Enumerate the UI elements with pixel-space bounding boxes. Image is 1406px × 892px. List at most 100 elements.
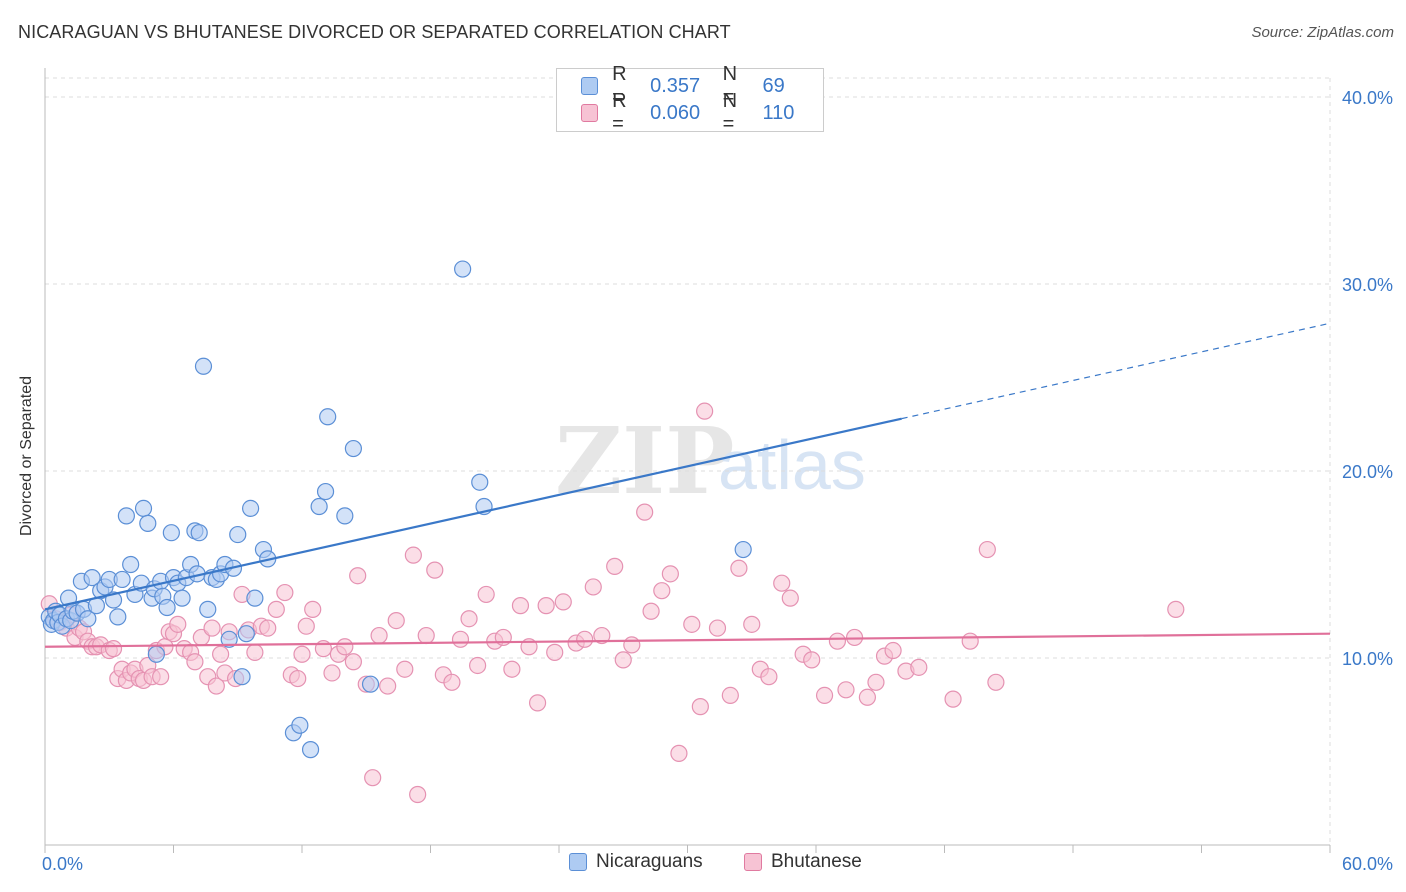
trendline-nicaraguans xyxy=(44,417,902,611)
point-bhutanese xyxy=(614,651,632,669)
point-nicaraguans xyxy=(173,589,191,607)
point-bhutanese xyxy=(691,698,709,716)
legend-item-nicaraguans[interactable]: Nicaraguans xyxy=(569,851,703,873)
n-label: N = xyxy=(722,90,738,135)
point-bhutanese xyxy=(426,561,444,579)
x-tick-label: 0.0% xyxy=(42,854,83,874)
point-bhutanese xyxy=(858,688,877,706)
point-bhutanese xyxy=(944,690,962,708)
pink-swatch-icon xyxy=(581,104,599,122)
point-bhutanese xyxy=(961,632,979,650)
point-bhutanese xyxy=(304,600,322,618)
point-nicaraguans xyxy=(122,555,140,574)
x-tick-label: 60.0% xyxy=(1342,854,1393,874)
legend-label: Nicaraguans xyxy=(596,851,703,872)
legend-label: Bhutanese xyxy=(771,851,862,872)
point-bhutanese xyxy=(417,626,435,645)
point-bhutanese xyxy=(169,615,187,633)
point-bhutanese xyxy=(828,632,847,650)
series-legend: Nicaraguans Bhutanese xyxy=(0,851,1406,877)
point-bhutanese xyxy=(477,585,495,604)
blue-swatch-icon xyxy=(569,853,587,871)
watermark-atlas: atlas xyxy=(718,426,866,504)
point-bhutanese xyxy=(528,694,547,712)
trendline-nicaraguans-extension xyxy=(901,322,1331,420)
point-bhutanese xyxy=(837,681,855,699)
point-nicaraguans xyxy=(190,524,208,542)
point-nicaraguans xyxy=(344,439,362,458)
y-tick-label: 40.0% xyxy=(1342,88,1393,108)
point-bhutanese xyxy=(537,597,555,615)
point-bhutanese xyxy=(554,593,572,611)
point-bhutanese xyxy=(186,653,204,671)
point-bhutanese xyxy=(867,673,885,691)
point-bhutanese xyxy=(511,597,530,615)
point-nicaraguans xyxy=(113,570,131,589)
point-bhutanese xyxy=(773,574,791,592)
point-nicaraguans xyxy=(194,357,213,375)
point-bhutanese xyxy=(203,619,221,637)
y-tick-label: 30.0% xyxy=(1342,275,1393,295)
trendline-bhutanese xyxy=(44,632,1331,648)
legend-item-bhutanese[interactable]: Bhutanese xyxy=(744,851,862,873)
n-value: 69 xyxy=(762,74,785,97)
r-value: 0.357 xyxy=(650,74,701,97)
point-bhutanese xyxy=(721,686,739,705)
point-bhutanese xyxy=(460,610,478,628)
point-bhutanese xyxy=(636,503,654,521)
point-nicaraguans xyxy=(220,630,238,648)
point-nicaraguans xyxy=(233,668,251,686)
stats-row-nicaraguans: R = 0.357 N = 69 xyxy=(581,63,823,108)
point-bhutanese xyxy=(815,686,834,705)
point-bhutanese xyxy=(653,582,671,600)
point-bhutanese xyxy=(683,615,701,633)
source-note: Source: ZipAtlas.com xyxy=(1251,24,1394,41)
stats-row-bhutanese: R = 0.060 N = 110 xyxy=(581,90,823,135)
point-bhutanese xyxy=(104,640,123,658)
point-nicaraguans xyxy=(361,675,380,693)
point-bhutanese xyxy=(884,641,902,660)
point-nicaraguans xyxy=(310,497,328,516)
point-bhutanese xyxy=(593,626,611,645)
point-bhutanese xyxy=(469,656,487,675)
point-nicaraguans xyxy=(79,610,97,628)
point-nicaraguans xyxy=(229,525,247,544)
point-nicaraguans xyxy=(319,408,337,426)
point-bhutanese xyxy=(259,619,277,637)
stats-legend: R = 0.357 N = 69 R = 0.060 N = 110 xyxy=(556,63,824,135)
point-bhutanese xyxy=(276,583,294,602)
point-bhutanese xyxy=(696,402,714,420)
pink-swatch-icon xyxy=(744,853,762,871)
r-label: R = xyxy=(612,63,627,108)
point-bhutanese xyxy=(576,630,594,648)
point-bhutanese xyxy=(781,589,799,607)
point-bhutanese xyxy=(297,617,315,635)
point-bhutanese xyxy=(987,673,1005,691)
point-nicaraguans xyxy=(316,482,335,501)
point-bhutanese xyxy=(670,744,688,762)
point-nicaraguans xyxy=(246,589,264,607)
point-bhutanese xyxy=(910,658,928,676)
point-bhutanese xyxy=(289,669,307,688)
point-nicaraguans xyxy=(83,568,101,587)
point-bhutanese xyxy=(708,619,727,637)
point-nicaraguans xyxy=(336,507,354,525)
point-bhutanese xyxy=(246,643,264,661)
point-bhutanese xyxy=(364,769,382,787)
point-bhutanese xyxy=(152,668,170,686)
point-bhutanese xyxy=(803,651,821,669)
point-nicaraguans xyxy=(242,499,260,517)
point-nicaraguans xyxy=(301,741,320,759)
point-nicaraguans xyxy=(454,260,472,278)
point-nicaraguans xyxy=(109,608,127,626)
n-value: 110 xyxy=(762,101,795,124)
point-nicaraguans xyxy=(199,600,217,618)
y-tick-label: 10.0% xyxy=(1342,649,1393,669)
point-nicaraguans xyxy=(291,716,309,734)
point-bhutanese xyxy=(293,645,311,663)
point-nicaraguans xyxy=(158,598,176,617)
point-bhutanese xyxy=(443,673,461,691)
point-nicaraguans xyxy=(162,524,180,542)
point-bhutanese xyxy=(387,611,405,630)
